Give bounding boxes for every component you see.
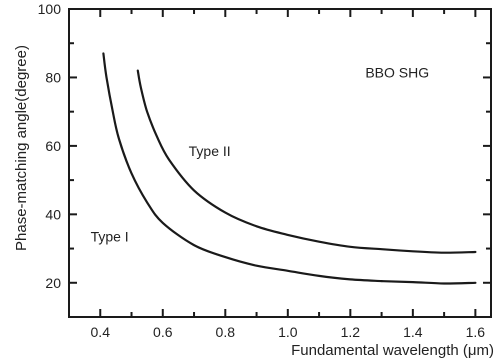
label-layer: 0.4 0.6 0.8 1.0 1.2 1.4 1.6 20 40 60 80 100 BBO SHG T… (38, 1, 486, 340)
series-line-type-ii (138, 71, 476, 253)
series-layer (103, 54, 475, 284)
series-line-type-i (103, 54, 475, 284)
x-tick-label: 1.0 (278, 324, 298, 340)
x-tick-label: 0.4 (91, 324, 111, 340)
x-tick-label: 0.8 (216, 324, 236, 340)
x-tick-label: 0.6 (153, 324, 173, 340)
y-tick-label: 100 (38, 1, 62, 17)
x-tick-label: 1.6 (466, 324, 486, 340)
plot-frame (69, 9, 491, 317)
x-axis-title: Fundamental wavelength (μm) (291, 342, 494, 359)
annotation-type-i: Type I (91, 229, 129, 245)
y-tick-label: 60 (45, 138, 61, 154)
y-tick-label: 20 (45, 275, 61, 291)
annotation-bbo-shg: BBO SHG (365, 64, 429, 80)
y-tick-label: 40 (45, 206, 61, 222)
plot-area (69, 9, 491, 317)
y-axis-title: Phase-matching angle(degree) (13, 45, 30, 251)
x-tick-label: 1.2 (341, 324, 361, 340)
x-tick-label: 1.4 (403, 324, 423, 340)
annotation-type-ii: Type II (189, 143, 231, 159)
y-tick-label: 80 (45, 69, 61, 85)
